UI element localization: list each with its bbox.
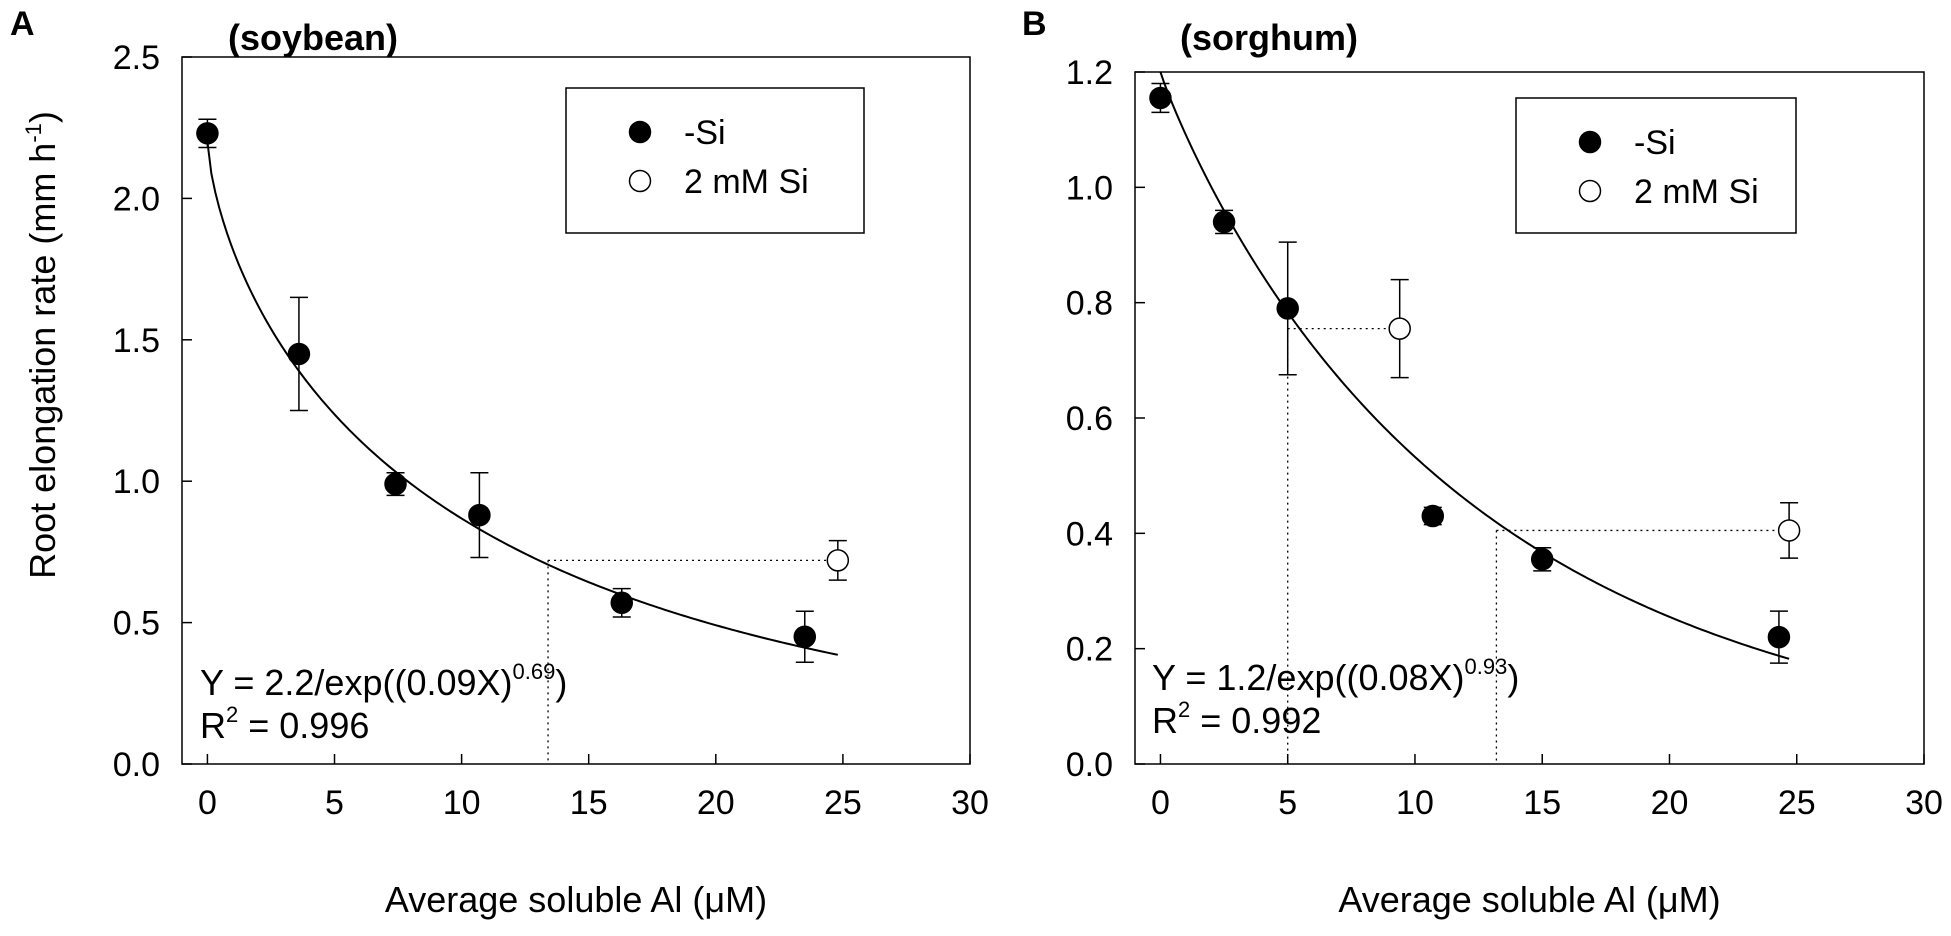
fit-equation: Y = 1.2/exp((0.08X)0.93) (1152, 654, 1519, 698)
legend-label: 2 mM Si (1634, 173, 1759, 211)
x-axis-title: Average soluble Al (μM) (385, 879, 767, 920)
data-point-no-si (1530, 548, 1554, 571)
fit-equation: Y = 2.2/exp((0.09X)0.69) (200, 659, 567, 703)
y-tick-label: 2.0 (113, 180, 160, 218)
y-axis-title-main: Root elongation rate (mm h (22, 143, 63, 579)
legend-box (565, 87, 865, 234)
fit-equation-exponent: 0.93 (1465, 654, 1508, 679)
x-tick-label: 0 (198, 784, 217, 822)
panel-letter: B (1022, 5, 1047, 43)
x-axis-title: Average soluble Al (μM) (1338, 879, 1720, 920)
y-tick-label: 0.0 (1066, 746, 1113, 784)
fit-equation-exponent: 0.69 (513, 659, 556, 684)
fit-curve (1159, 71, 1790, 660)
data-point-si (1388, 317, 1411, 340)
r-squared-value: = 0.992 (1190, 700, 1321, 741)
data-point-no-si (1421, 504, 1445, 528)
x-tick-label: 10 (443, 784, 481, 822)
fit-curve (206, 141, 839, 656)
x-tick-label: 15 (570, 784, 608, 822)
x-tick-label: 15 (1523, 784, 1561, 822)
r-squared-prefix: R (200, 705, 226, 746)
data-point-no-si (196, 122, 219, 145)
r-squared-sup: 2 (226, 702, 238, 727)
r-squared-sup: 2 (1178, 697, 1190, 722)
x-tick-label: 25 (824, 784, 862, 822)
data-point-si (1777, 519, 1801, 542)
legend-label: -Si (1634, 124, 1676, 162)
data-point-no-si (1149, 86, 1172, 110)
data-point-no-si (468, 503, 491, 527)
r-squared-value: = 0.996 (238, 705, 369, 746)
y-tick-label: 0.0 (113, 746, 160, 784)
y-tick-label: 1.0 (1066, 169, 1113, 207)
x-tick-label: 30 (1905, 784, 1943, 822)
y-tick-label: 0.5 (113, 605, 160, 643)
panel-title: (soybean) (228, 17, 398, 58)
x-tick-label: 5 (325, 784, 344, 822)
data-point-no-si (793, 625, 817, 648)
data-point-si (826, 549, 850, 572)
plot-frame (181, 56, 971, 765)
legend-marker (628, 169, 652, 193)
panel-letter: A (10, 5, 35, 43)
x-tick-label: 20 (1651, 784, 1689, 822)
data-point-no-si (384, 472, 407, 496)
x-tick-label: 0 (1151, 784, 1170, 822)
y-tick-label: 1.0 (113, 463, 160, 501)
y-axis-title: Root elongation rate (mm h-1) (21, 111, 63, 579)
y-tick-label: 2.5 (113, 39, 160, 77)
y-axis-title-tail: ) (22, 111, 63, 123)
data-point-no-si (1767, 625, 1791, 649)
fit-equation-tail: ) (555, 662, 567, 703)
x-tick-label: 25 (1778, 784, 1816, 822)
y-axis-title-sup: -1 (21, 123, 46, 143)
legend-marker (1578, 130, 1602, 154)
fit-equation-main: Y = 1.2/exp((0.08X) (1152, 657, 1465, 698)
data-point-no-si (287, 342, 311, 366)
fit-equation-tail: ) (1507, 657, 1519, 698)
r-squared-prefix: R (1152, 700, 1178, 741)
r-squared: R2 = 0.996 (200, 702, 369, 746)
x-tick-label: 20 (697, 784, 735, 822)
legend-box (1515, 97, 1797, 234)
x-tick-label: 5 (1278, 784, 1297, 822)
y-tick-label: 0.6 (1066, 400, 1113, 438)
data-point-no-si (1212, 210, 1236, 234)
y-tick-label: 0.4 (1066, 515, 1113, 553)
y-tick-label: 0.8 (1066, 285, 1113, 323)
legend-marker (628, 120, 652, 144)
legend-marker (1578, 179, 1602, 203)
panel-soybean: A (soybean) 0.0 0.5 1.0 1.5 2.0 2.5 0 5 10 15 20 25 30… (10, 5, 989, 920)
x-tick-label: 10 (1396, 784, 1434, 822)
panel-title: (sorghum) (1180, 17, 1358, 58)
panel-sorghum: B (sorghum) 0.0 0.2 0.4 0.6 0.8 1.0 1.2 0 5 10 15 20 2… (1022, 5, 1943, 920)
y-tick-label: 0.2 (1066, 631, 1113, 669)
y-tick-label: 1.5 (113, 322, 160, 360)
fit-equation-main: Y = 2.2/exp((0.09X) (200, 662, 513, 703)
y-tick-label: 1.2 (1066, 54, 1113, 92)
legend-label: 2 mM Si (684, 163, 809, 201)
legend-label: -Si (684, 114, 726, 152)
data-point-no-si (1276, 297, 1299, 320)
x-tick-label: 30 (951, 784, 989, 822)
r-squared: R2 = 0.992 (1152, 697, 1321, 741)
data-point-no-si (610, 591, 634, 615)
